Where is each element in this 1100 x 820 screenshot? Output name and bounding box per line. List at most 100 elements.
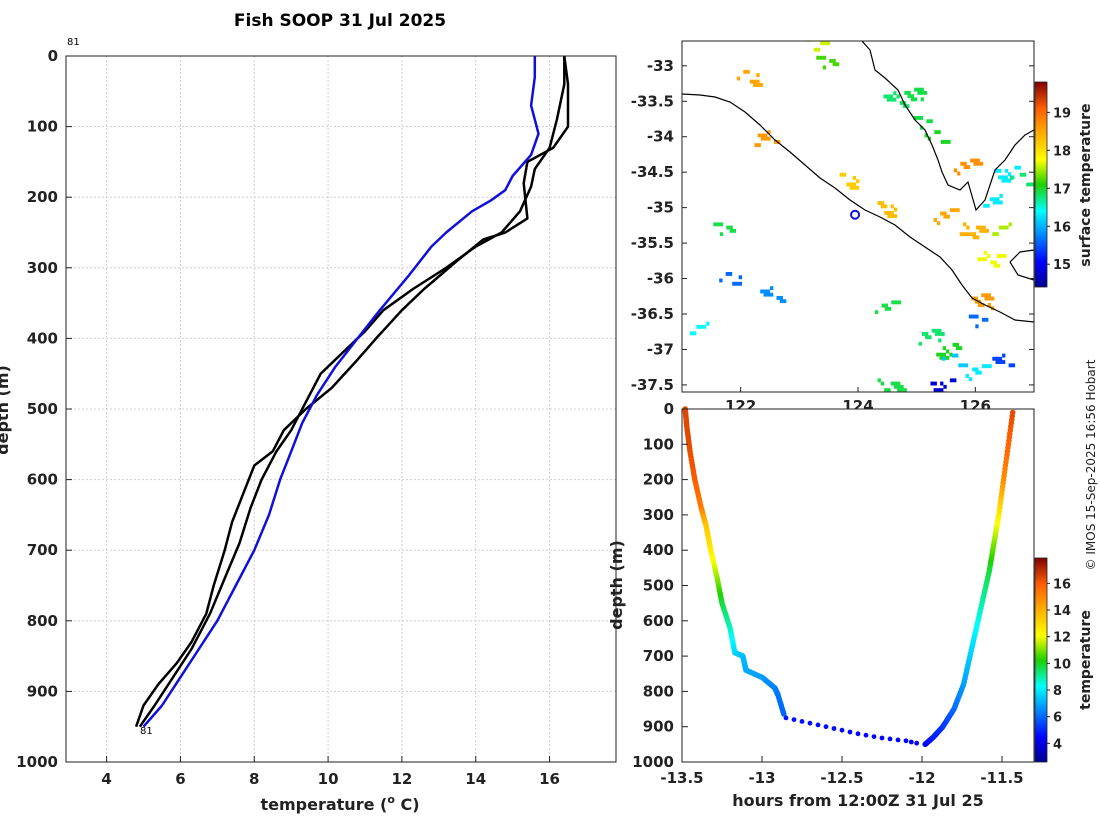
sst-pixel [977, 303, 985, 307]
sst-pixel [963, 165, 971, 169]
sst-pixel [972, 235, 980, 240]
depth-time-point [815, 722, 821, 728]
sst-pixel [946, 349, 950, 354]
profile-x-label-sup: o [387, 793, 395, 806]
sst-pixel [904, 90, 911, 95]
profile-y-tick-label: 900 [27, 682, 58, 700]
sst-pixel [999, 194, 1003, 198]
sst-pixel [770, 286, 774, 291]
sst-pixel [942, 346, 946, 351]
profile-x-label-tail: C) [395, 795, 420, 814]
sst-pixel [877, 201, 885, 205]
sst-pixel [779, 299, 787, 304]
sst-pixel [736, 76, 741, 81]
profile-x-label-main: temperature ( [260, 795, 387, 814]
sst-pixel [973, 161, 984, 166]
sst-pixel [987, 254, 991, 258]
coastline-island [1009, 249, 1034, 281]
depth-time-point [847, 729, 853, 735]
depth-time-point [914, 740, 920, 746]
profile-x-tick-label: 6 [175, 770, 185, 788]
temperature-colorbar-tick-label: 14 [1053, 604, 1071, 619]
profile-x-tick-label: 8 [249, 770, 259, 788]
sst-pixel [887, 214, 898, 219]
sst-colorbar [1034, 81, 1048, 288]
depth-time-y-axis-label: depth (m) [607, 540, 626, 630]
profile-lines [134, 55, 570, 728]
sst-pixel [998, 175, 1008, 180]
sst-pixel [884, 210, 894, 215]
sst-pixel [995, 360, 1006, 364]
depth-time-x-axis-label: hours from 12:00Z 31 Jul 25 [732, 791, 983, 810]
sst-pixel [756, 73, 760, 78]
sst-pixel [996, 254, 1007, 258]
sst-pixel [829, 59, 836, 63]
sst-pixel [951, 353, 959, 358]
depth-time-point [871, 734, 877, 739]
sst-pixel [884, 388, 891, 392]
sst-pixel [930, 381, 937, 386]
continental-shelf-contour [682, 93, 1034, 323]
depth-time-y-tick-label: 500 [643, 577, 674, 595]
profile-y-tick-label: 700 [27, 541, 58, 559]
sst-pixel [949, 378, 957, 383]
sst-pixel [936, 221, 941, 226]
sst-pixel [884, 306, 892, 311]
profile-y-tick-label: 400 [27, 329, 58, 347]
sst-pixel [968, 314, 979, 319]
sst-pixel [846, 182, 857, 187]
sst-pixel [919, 125, 924, 130]
sst-pixel [1002, 353, 1006, 358]
sst-colorbar-label: surface temperature [1078, 103, 1094, 266]
sst-pixel [979, 228, 989, 233]
sst-pixel [891, 300, 901, 305]
sst-pixel [1004, 168, 1008, 173]
temperature-colorbar-label: temperature [1078, 610, 1094, 710]
sst-pixel [849, 185, 860, 190]
sst-pixel [987, 303, 991, 307]
sst-pixel [992, 356, 1003, 361]
sst-pixel [1009, 176, 1014, 180]
map-y-tick-label: -33 [647, 57, 674, 75]
depth-time-point [1009, 409, 1016, 416]
sst-pixel [890, 204, 894, 209]
sst-pixel [886, 97, 897, 102]
sst-pixel [993, 263, 1001, 268]
sst-pixel [719, 278, 723, 283]
profile-series-line [134, 55, 570, 728]
sst-pixel [975, 370, 982, 375]
profile-series-line [142, 56, 540, 728]
depth-time-point [823, 724, 829, 730]
drop-label-bottom: 81 [140, 726, 153, 737]
sst-pixel [933, 388, 944, 392]
sst-pixel [965, 374, 969, 378]
sst-pixel [914, 87, 924, 92]
sst-pixel [897, 388, 907, 392]
sst-pixel [959, 232, 970, 237]
sst-pixel [983, 203, 990, 208]
sst-pixel [760, 136, 771, 141]
sst-pixel [776, 296, 783, 300]
sst-pixel [901, 100, 905, 105]
depth-time-point [879, 735, 885, 741]
profile-y-tick-label: 800 [27, 612, 58, 630]
sst-pixel [754, 143, 761, 148]
sst-pixel [992, 232, 999, 237]
depth-time-point [781, 711, 787, 717]
sst-pixel [893, 384, 904, 389]
profile-panel: 4 6 8 10 12 14 16 0 100 200 300 400 500 600 700 800 900 1… [0, 37, 617, 814]
depth-time-y-tick-label: 400 [643, 541, 674, 559]
sst-pixel [832, 62, 840, 67]
sst-pixel [767, 130, 771, 135]
map-y-tick-label: -33.5 [631, 92, 674, 110]
profile-y-tick-label: 0 [48, 47, 58, 65]
depth-time-point [908, 739, 914, 745]
depth-time-point [863, 732, 869, 738]
depth-time-point [791, 717, 797, 722]
coastline [861, 41, 1034, 212]
sst-pixel [820, 41, 830, 46]
sst-pixel [743, 69, 750, 74]
temperature-colorbar-tick-label: 10 [1053, 657, 1071, 672]
temperature-colorbar-ticks: 4 6 8 10 12 14 16 [1047, 577, 1071, 752]
